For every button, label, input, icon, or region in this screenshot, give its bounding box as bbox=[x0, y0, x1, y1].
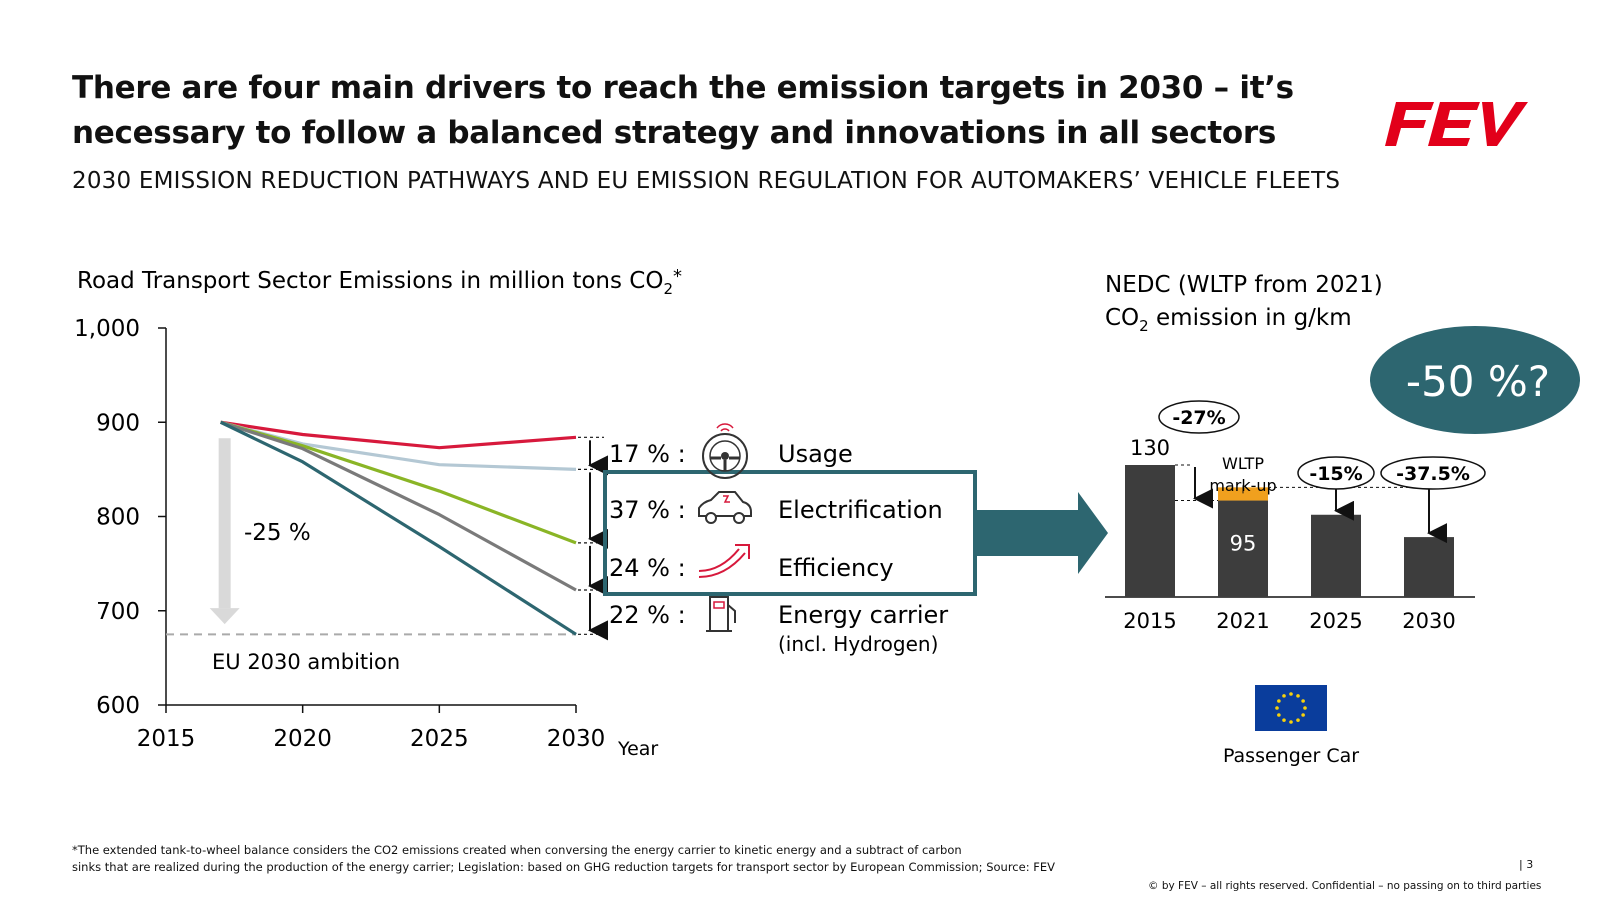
target-bubble bbox=[1370, 326, 1580, 434]
line-chart-title-star: * bbox=[673, 266, 682, 287]
eu-star bbox=[1282, 694, 1286, 698]
fev-logo bbox=[1385, 102, 1528, 146]
eu-star bbox=[1301, 699, 1305, 703]
bar-category-label: 2025 bbox=[1309, 609, 1362, 633]
eu-star bbox=[1277, 713, 1281, 717]
y-tick-label: 600 bbox=[96, 693, 140, 719]
fuel-pump-icon bbox=[706, 596, 736, 632]
footnote-line2: sinks that are realized during the produ… bbox=[72, 860, 1055, 874]
contribution-brackets bbox=[578, 436, 608, 641]
slide-subtitle: 2030 EMISSION REDUCTION PATHWAYS AND EU … bbox=[72, 168, 1341, 194]
slide-title: There are four main drivers to reach the… bbox=[72, 70, 1294, 151]
eu-ambition-reference: EU 2030 ambition bbox=[166, 633, 576, 674]
eu-star bbox=[1289, 720, 1293, 724]
footnote-line1: *The extended tank-to-wheel balance cons… bbox=[72, 843, 962, 857]
page-number: | 3 bbox=[1519, 858, 1534, 871]
target-bubble-text: -50 %? bbox=[1406, 357, 1550, 406]
bar-chart-title-co: CO bbox=[1105, 305, 1139, 331]
driver-energy-pct: 22 % : bbox=[609, 601, 686, 629]
eu-star bbox=[1296, 718, 1300, 722]
electric-car-icon bbox=[698, 491, 752, 524]
x-tick-label: 2025 bbox=[410, 726, 469, 752]
eu-star bbox=[1282, 718, 1286, 722]
bar-2030 bbox=[1404, 537, 1454, 597]
wltp-markup-label: WLTP bbox=[1222, 454, 1264, 473]
efficiency-arrow-icon bbox=[698, 544, 750, 578]
driver-efficiency-pct: 24 % : bbox=[609, 554, 686, 582]
series-line-1 bbox=[220, 420, 577, 450]
line-chart-title: Road Transport Sector Emissions in milli… bbox=[77, 266, 682, 298]
driver-energy-sublabel: (incl. Hydrogen) bbox=[778, 632, 938, 656]
bar-category-label: 2015 bbox=[1123, 609, 1176, 633]
reduction-badge-text: -37.5% bbox=[1396, 463, 1470, 485]
reduction-badge bbox=[1297, 456, 1375, 490]
eu-star bbox=[1277, 699, 1281, 703]
bar-category-label: 2030 bbox=[1402, 609, 1455, 633]
passenger-car-label: Passenger Car bbox=[1223, 745, 1359, 767]
driver-usage-label: Usage bbox=[778, 440, 853, 468]
eu-star bbox=[1303, 706, 1307, 710]
copyright: © by FEV – all rights reserved. Confiden… bbox=[1148, 880, 1542, 892]
y-tick-label: 800 bbox=[96, 505, 140, 531]
reduction-arrow-shaft bbox=[218, 438, 231, 609]
bar-value-label: 130 bbox=[1130, 436, 1170, 460]
y-tick-label: 1,000 bbox=[74, 316, 140, 342]
line-chart-series bbox=[219, 420, 577, 636]
eu-star bbox=[1296, 694, 1300, 698]
wltp-markup-segment bbox=[1218, 487, 1268, 501]
driver-energy-label: Energy carrier bbox=[778, 601, 948, 629]
line-chart-title-sub: 2 bbox=[663, 280, 673, 298]
steering-wheel-icon bbox=[702, 423, 748, 479]
bar-2025 bbox=[1311, 514, 1361, 597]
bar-value-label: 95 bbox=[1230, 532, 1257, 556]
y-tick-label: 700 bbox=[96, 599, 140, 625]
bar-chart-title-rest: emission in g/km bbox=[1149, 305, 1352, 331]
wltp-markup-label: mark-up bbox=[1209, 476, 1276, 495]
bar-chart-title-line2: CO2 emission in g/km bbox=[1105, 305, 1352, 335]
x-tick-label: 2015 bbox=[137, 726, 196, 752]
series-line-5 bbox=[219, 420, 577, 636]
eu-star bbox=[1301, 713, 1305, 717]
footnote: *The extended tank-to-wheel balance cons… bbox=[72, 842, 1092, 876]
bar-2015 bbox=[1125, 465, 1175, 597]
driver-electrification-pct: 37 % : bbox=[609, 496, 686, 524]
driver-efficiency-label: Efficiency bbox=[778, 554, 894, 582]
eu-star bbox=[1289, 692, 1293, 696]
reduction-badge bbox=[1158, 400, 1240, 434]
eu-flag-icon bbox=[1255, 685, 1327, 731]
x-axis-label: Year bbox=[617, 738, 658, 760]
reduction-badge-text: -15% bbox=[1309, 463, 1362, 485]
driver-usage-pct: 17 % : bbox=[609, 440, 686, 468]
reduction-badge-text: -27% bbox=[1172, 407, 1225, 429]
bar-chart-annotations: WLTP mark-up -27% -15% -37.5% bbox=[1158, 400, 1486, 544]
bar-chart-title-sub: 2 bbox=[1139, 317, 1149, 335]
reduction-arrow-head bbox=[209, 608, 240, 625]
x-tick-label: 2020 bbox=[273, 726, 332, 752]
line-chart-axes: 600 700 800 900 1,000 2015 2020 2025 2030 bbox=[74, 316, 605, 752]
bar-chart-bars: 2015 2021 2025 2030 130 95 bbox=[1105, 436, 1475, 633]
series-line-4 bbox=[220, 420, 577, 592]
driver-electrification-label: Electrification bbox=[778, 496, 943, 524]
eu-star bbox=[1275, 706, 1279, 710]
bar-category-label: 2021 bbox=[1216, 609, 1269, 633]
x-tick-label: 2030 bbox=[547, 726, 606, 752]
reduction-arrow: -25 % bbox=[209, 438, 311, 625]
reduction-badge bbox=[1380, 456, 1486, 490]
reference-line-label: EU 2030 ambition bbox=[212, 650, 400, 674]
y-tick-label: 900 bbox=[96, 410, 140, 436]
reduction-label: -25 % bbox=[244, 520, 311, 546]
big-arrow bbox=[975, 492, 1108, 574]
line-chart-title-text: Road Transport Sector Emissions in milli… bbox=[77, 268, 663, 294]
bar-2021 bbox=[1218, 500, 1268, 597]
bar-chart-title-line1: NEDC (WLTP from 2021) bbox=[1105, 272, 1383, 298]
